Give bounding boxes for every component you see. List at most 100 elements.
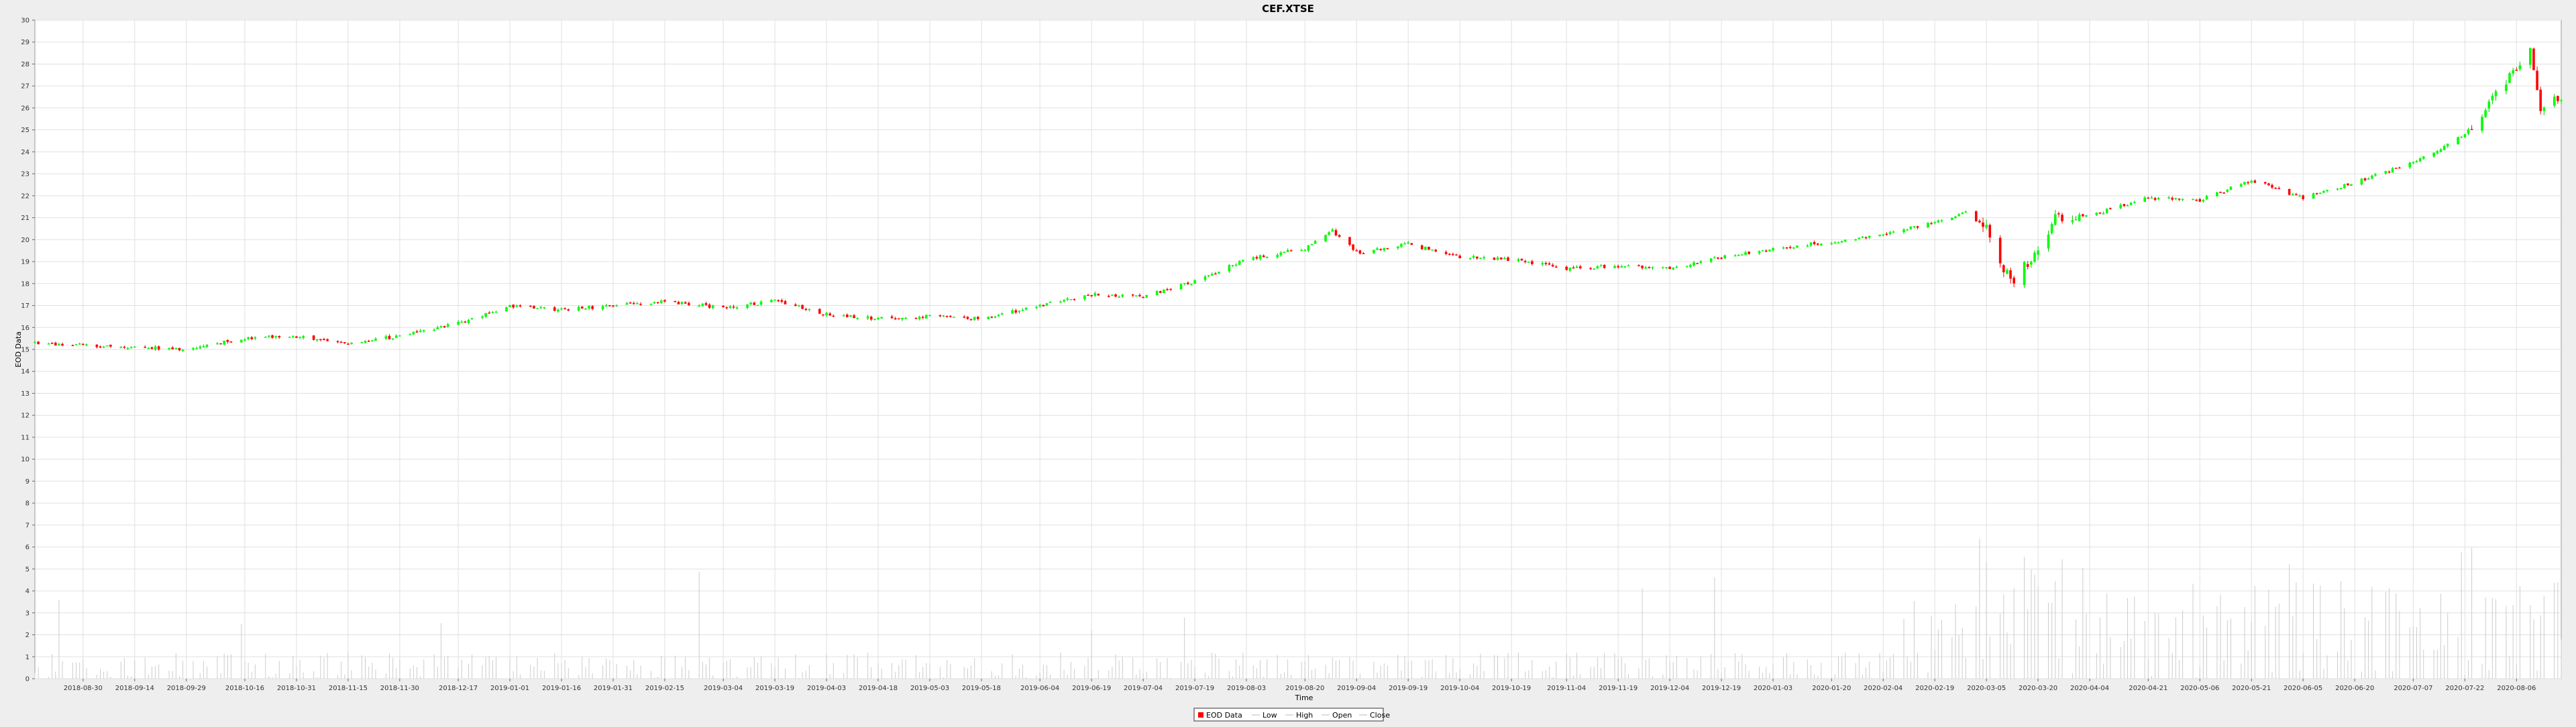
candle bbox=[584, 308, 587, 311]
candle-body bbox=[1234, 264, 1238, 266]
candle-body bbox=[1108, 296, 1110, 297]
candle-body bbox=[82, 343, 85, 345]
legend-label: Low bbox=[1263, 711, 1277, 720]
candle-body bbox=[1816, 243, 1819, 245]
candle-body bbox=[1620, 266, 1623, 268]
candle bbox=[1210, 272, 1214, 276]
candle bbox=[2532, 47, 2535, 70]
candle-body bbox=[925, 315, 928, 319]
candle-body bbox=[1458, 256, 1461, 259]
candle bbox=[1933, 221, 1936, 225]
candle-body bbox=[890, 316, 894, 319]
candle-body bbox=[229, 341, 233, 343]
candle-body bbox=[866, 316, 869, 319]
candle bbox=[457, 320, 460, 326]
candle bbox=[484, 313, 487, 319]
x-tick-label: 2019-08-03 bbox=[1227, 685, 1266, 692]
candle-body bbox=[1672, 268, 1675, 270]
x-tick-label: 2019-12-04 bbox=[1650, 685, 1689, 692]
candle-body bbox=[1472, 256, 1475, 258]
candle-body bbox=[1951, 218, 1953, 221]
candle-body bbox=[2532, 48, 2535, 70]
candle-body bbox=[1885, 233, 1888, 235]
legend-label: EOD Data bbox=[1206, 711, 1242, 720]
candle-body bbox=[312, 335, 315, 340]
candle-body bbox=[846, 315, 849, 317]
candle bbox=[95, 344, 99, 349]
candle bbox=[247, 336, 250, 341]
candle bbox=[2098, 212, 2102, 215]
candle-body bbox=[433, 329, 435, 331]
candle bbox=[1709, 258, 1713, 264]
candle-body bbox=[1882, 234, 1885, 235]
candle bbox=[1741, 254, 1743, 256]
candle-body bbox=[663, 300, 666, 302]
candle bbox=[1668, 266, 1671, 270]
candle bbox=[1758, 250, 1761, 256]
candle bbox=[1111, 294, 1114, 296]
candle-body bbox=[2350, 184, 2353, 186]
candle bbox=[973, 317, 976, 321]
candle bbox=[2415, 160, 2418, 163]
candle-body bbox=[1744, 252, 1747, 256]
candle-body bbox=[1476, 256, 1479, 259]
candle-body bbox=[2133, 202, 2136, 204]
candle bbox=[254, 336, 257, 341]
candle bbox=[508, 304, 511, 307]
candle bbox=[1135, 295, 1138, 297]
candle bbox=[1114, 293, 1117, 298]
candle-body bbox=[567, 309, 570, 311]
candle bbox=[1782, 246, 1785, 249]
candle bbox=[2322, 190, 2325, 193]
candle-body bbox=[1496, 257, 1499, 260]
candle-body bbox=[1957, 214, 1960, 216]
y-tick-label: 13 bbox=[21, 390, 30, 398]
candle-body bbox=[129, 347, 133, 349]
candle bbox=[1214, 272, 1217, 275]
candle bbox=[1097, 293, 1100, 296]
candle bbox=[2071, 215, 2074, 225]
candle-body bbox=[1255, 257, 1258, 259]
candle bbox=[1203, 275, 1207, 282]
candle-body bbox=[364, 341, 367, 343]
candle-body bbox=[2391, 168, 2394, 173]
candle-body bbox=[784, 300, 787, 304]
candle bbox=[1651, 266, 1654, 270]
candle bbox=[704, 301, 708, 306]
y-tick-label: 7 bbox=[25, 522, 30, 529]
candle bbox=[1927, 222, 1929, 229]
candle bbox=[1531, 260, 1534, 266]
candle-body bbox=[1493, 258, 1496, 260]
candle-body bbox=[2174, 198, 2178, 200]
candle-body bbox=[1548, 263, 1551, 265]
candle-body bbox=[1242, 260, 1244, 262]
candle-body bbox=[1135, 295, 1138, 297]
candle bbox=[2178, 198, 2181, 201]
candle bbox=[2336, 188, 2339, 190]
candle-body bbox=[1155, 290, 1159, 296]
candle-body bbox=[1662, 267, 1664, 269]
candle bbox=[543, 306, 546, 309]
x-tick-label: 2019-01-01 bbox=[490, 685, 529, 692]
y-tick-label: 17 bbox=[21, 302, 30, 310]
candle bbox=[433, 328, 435, 331]
candle bbox=[1503, 256, 1506, 260]
y-tick-label: 14 bbox=[21, 368, 30, 376]
candle-body bbox=[770, 300, 773, 302]
candle bbox=[1331, 228, 1334, 232]
candle-body bbox=[2408, 162, 2412, 168]
candle bbox=[1940, 219, 1943, 223]
candle-body bbox=[178, 347, 181, 351]
candle-body bbox=[109, 344, 112, 347]
candle-body bbox=[1565, 266, 1568, 270]
candle bbox=[2422, 156, 2425, 160]
candle-body bbox=[1310, 244, 1313, 245]
candle bbox=[2129, 201, 2133, 206]
candle bbox=[1049, 301, 1052, 303]
x-tick-label: 2019-07-19 bbox=[1175, 685, 1214, 692]
candle-body bbox=[1183, 282, 1186, 284]
candle bbox=[2133, 201, 2136, 204]
candle-body bbox=[1300, 249, 1303, 251]
candle-body bbox=[1796, 245, 1799, 248]
legend: EOD Data Low High Open Close bbox=[1193, 708, 1390, 722]
